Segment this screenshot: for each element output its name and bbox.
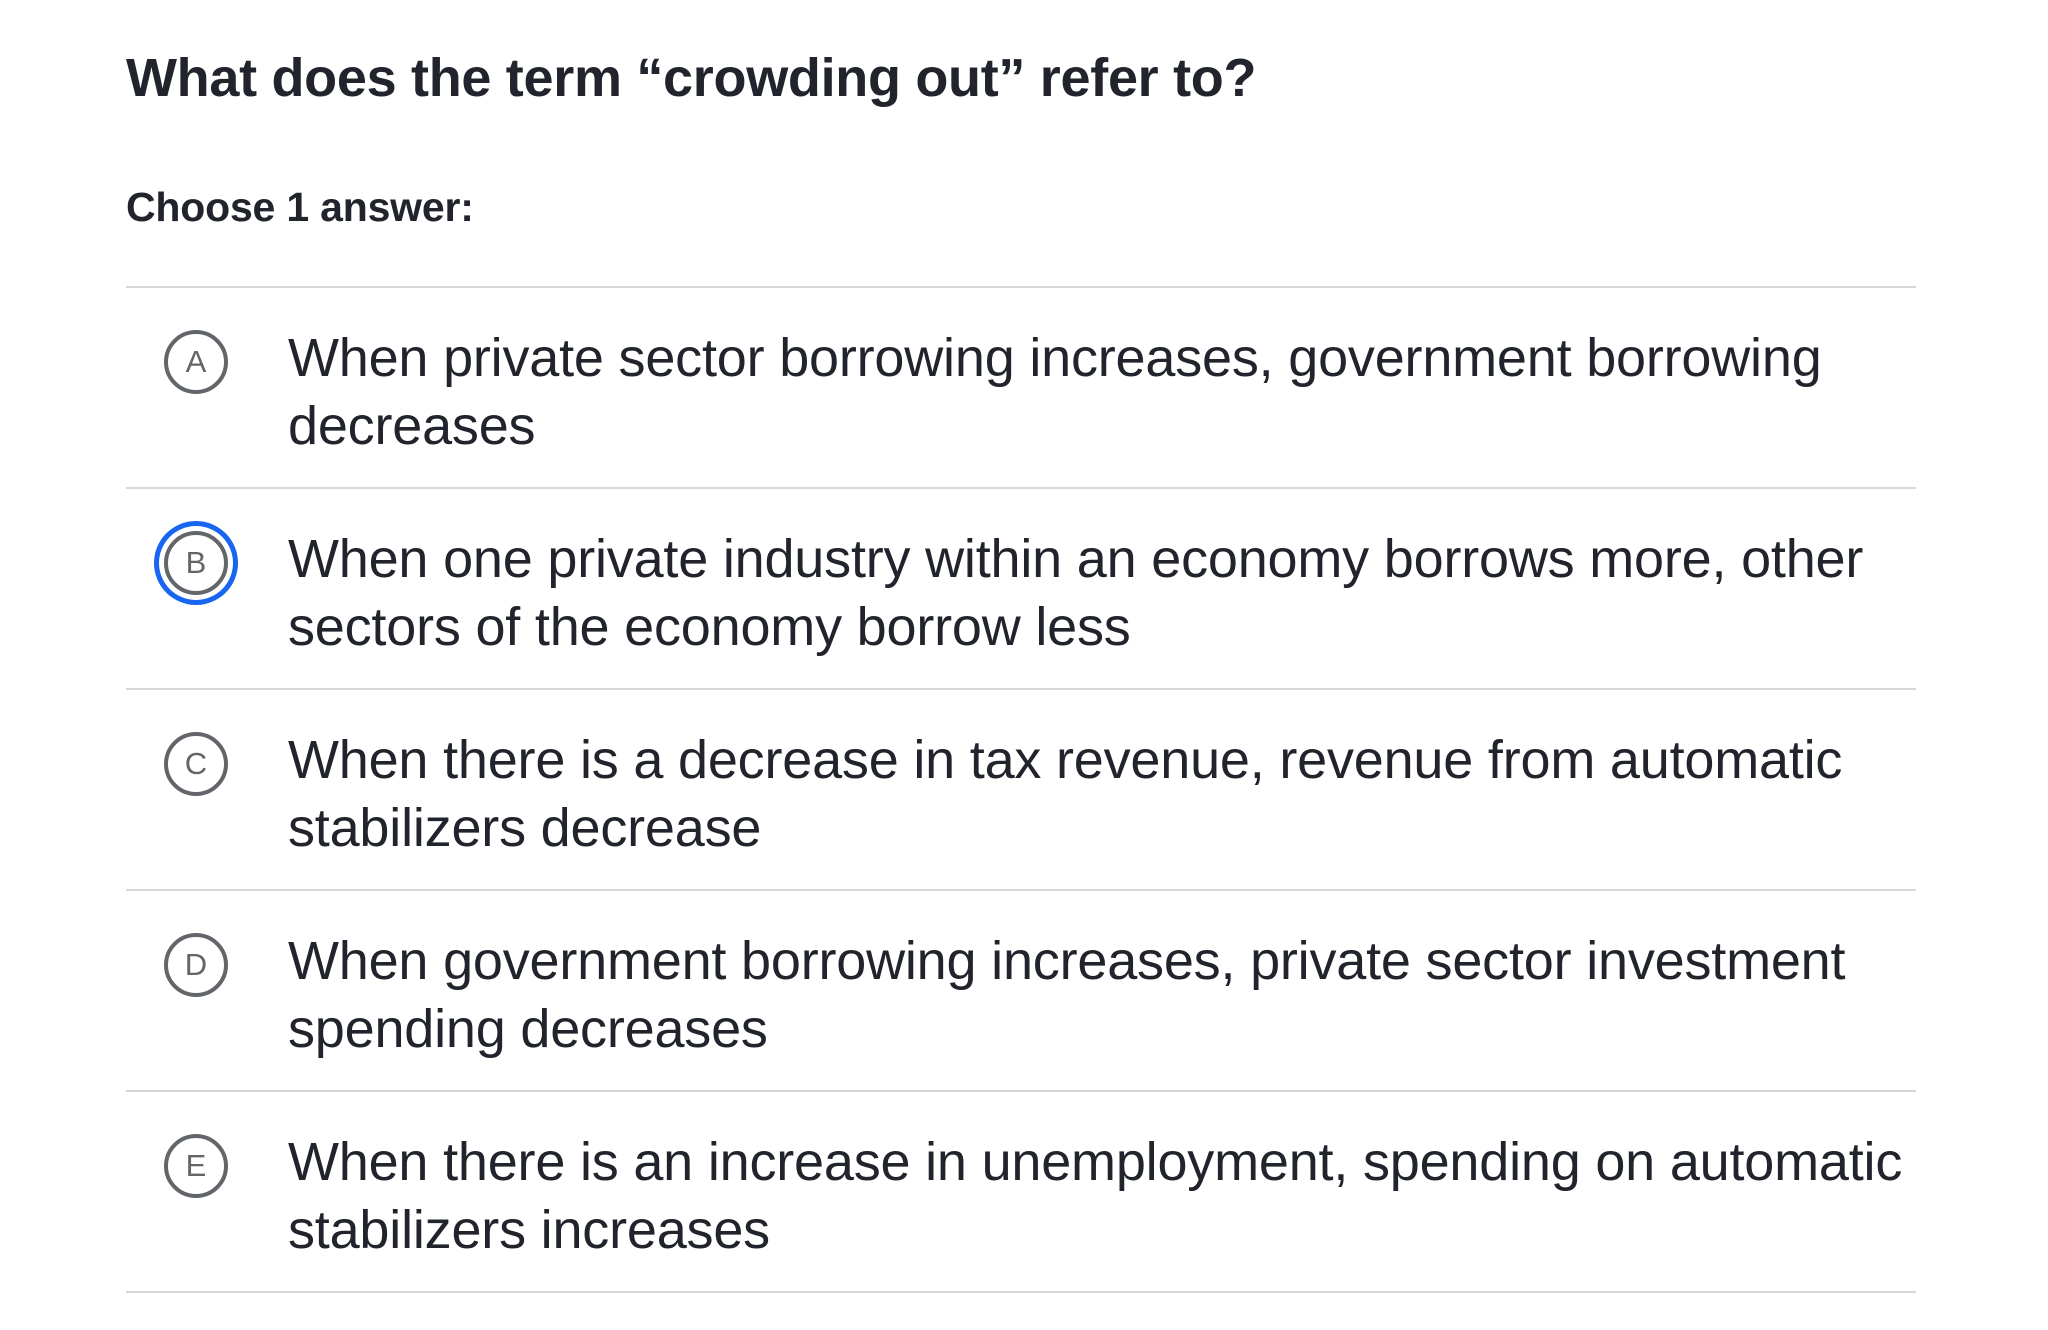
- choose-answer-label: Choose 1 answer:: [126, 184, 474, 230]
- choice-e-text: When there is an increase in unemploymen…: [288, 1132, 1903, 1260]
- choice-d-radio[interactable]: D: [164, 933, 228, 997]
- choice-a[interactable]: A When private sector borrowing increase…: [126, 288, 1916, 489]
- choice-e-radio[interactable]: E: [164, 1134, 228, 1198]
- question-title: What does the term “crowding out” refer …: [126, 48, 1257, 108]
- choice-c[interactable]: C When there is a decrease in tax revenu…: [126, 690, 1916, 891]
- choice-a-radio[interactable]: A: [164, 330, 228, 394]
- choice-a-text: When private sector borrowing increases,…: [288, 328, 1822, 456]
- choice-d-text: When government borrowing increases, pri…: [288, 931, 1846, 1059]
- choice-b-radio[interactable]: B: [164, 531, 228, 595]
- choice-b[interactable]: B When one private industry within an ec…: [126, 489, 1916, 690]
- choice-e[interactable]: E When there is an increase in unemploym…: [126, 1092, 1916, 1293]
- choice-c-radio[interactable]: C: [164, 732, 228, 796]
- answer-choices-list: A When private sector borrowing increase…: [126, 286, 1916, 1293]
- choice-b-text: When one private industry within an econ…: [288, 529, 1864, 657]
- choice-c-text: When there is a decrease in tax revenue,…: [288, 730, 1843, 858]
- choice-d[interactable]: D When government borrowing increases, p…: [126, 891, 1916, 1092]
